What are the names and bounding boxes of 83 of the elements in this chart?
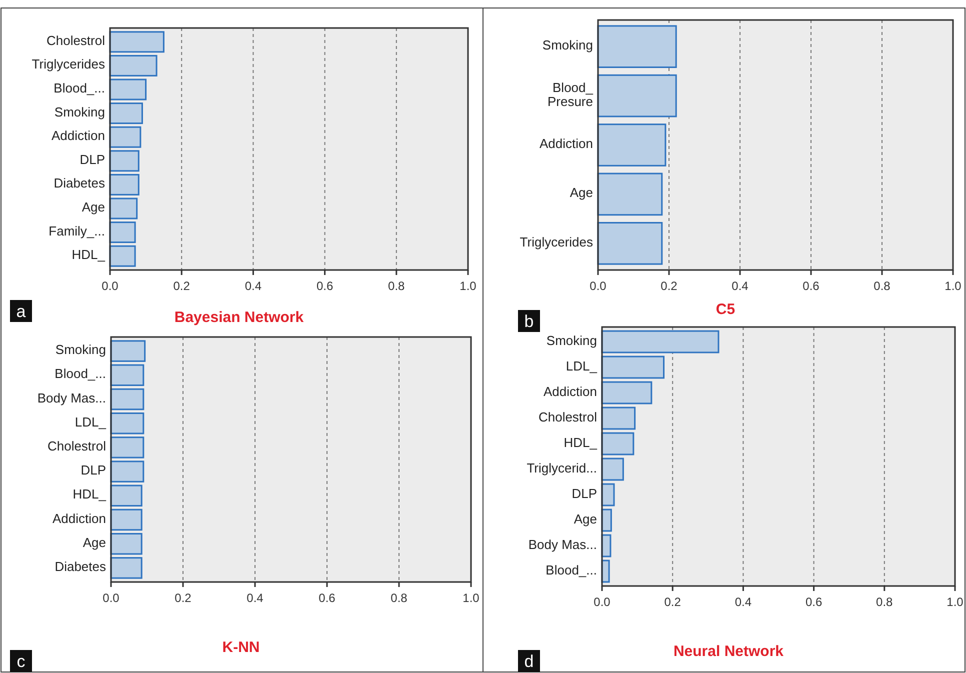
x-tick-label: 0.8 (874, 279, 891, 293)
x-tick-label: 0.4 (244, 279, 262, 293)
y-tick-label: Blood_... (54, 366, 106, 382)
y-tick-label: Diabetes (54, 176, 106, 192)
x-tick-label: 0.0 (102, 279, 119, 293)
y-tick-label: Addiction (544, 384, 597, 400)
bar (601, 406, 636, 430)
y-tick-label: Blood_ Presure (547, 80, 594, 110)
x-tick-label: 0.2 (664, 595, 682, 609)
x-tick-label: 0.6 (318, 591, 336, 605)
y-tick-label: Smoking (54, 104, 105, 120)
y-tick-label: DLP (572, 486, 597, 502)
y-tick-label: Triglycerides (520, 234, 594, 250)
y-tick-label: Age (574, 512, 597, 527)
y-tick-label: Blood_... (546, 562, 597, 578)
x-tick-label: 0.0 (590, 279, 607, 293)
y-tick-label: Cholestrol (47, 438, 106, 454)
y-tick-label: Cholestrol (46, 33, 106, 48)
x-tick-label: 1.0 (460, 279, 477, 293)
x-tick-label: 0.4 (732, 279, 749, 293)
text: a (16, 302, 26, 321)
text: d (524, 652, 534, 671)
bar (109, 78, 147, 100)
x-tick-label: 0.2 (174, 591, 192, 605)
bar (109, 54, 158, 76)
bar (109, 126, 142, 148)
x-tick-label: 0.0 (102, 591, 120, 605)
x-tick-label: 0.6 (316, 279, 334, 293)
y-tick-label: Triglycerides (32, 57, 106, 72)
y-tick-label: Addiction (540, 136, 593, 152)
text: C5 (716, 301, 736, 318)
y-tick-label: Age (570, 186, 593, 201)
y-tick-label: DLP (80, 152, 105, 168)
y-tick-label: Age (82, 200, 105, 215)
bar (109, 222, 136, 244)
y-tick-label: Body Mas... (37, 390, 106, 406)
bar (109, 174, 140, 196)
y-tick-label: Blood_... (54, 80, 105, 96)
x-tick-label: 0.6 (802, 279, 820, 293)
y-tick-label: Family_... (48, 224, 105, 239)
y-tick-label: Smoking (55, 342, 106, 358)
text: Bayesian Network (174, 309, 304, 326)
x-tick-label: 0.8 (390, 591, 408, 605)
x-tick-label: 1.0 (462, 591, 480, 605)
bar (109, 198, 138, 220)
x-tick-label: 0.2 (660, 279, 678, 293)
y-tick-label: Addiction (52, 511, 106, 526)
y-tick-label: Diabetes (54, 559, 106, 574)
y-tick-label: DLP (80, 462, 106, 478)
bar (601, 381, 652, 404)
x-tick-label: 0.0 (594, 595, 611, 609)
y-tick-label: Cholestrol (538, 410, 598, 425)
x-tick-label: 0.8 (388, 279, 406, 293)
y-tick-label: Smoking (546, 333, 597, 348)
y-tick-label: Body Mas... (528, 537, 597, 552)
x-tick-label: 1.0 (946, 595, 964, 609)
y-tick-label: HDL_ (72, 248, 106, 263)
x-tick-label: 0.6 (805, 595, 822, 609)
bar (109, 102, 143, 124)
x-tick-label: 0.8 (876, 595, 894, 609)
x-tick-label: 0.4 (246, 591, 264, 605)
bar (601, 330, 720, 354)
y-tick-label: LDL_ (74, 414, 107, 430)
bar (109, 150, 140, 172)
bar (601, 458, 624, 481)
x-tick-label: 1.0 (944, 279, 962, 293)
y-tick-label: HDL_ (564, 435, 598, 450)
bar (601, 356, 665, 379)
text: c (16, 652, 26, 671)
text: b (524, 312, 534, 331)
y-tick-label: Smoking (542, 38, 593, 54)
y-tick-label: LDL_ (566, 358, 598, 374)
y-tick-label: Addiction (52, 128, 105, 144)
bar (109, 31, 164, 53)
x-tick-label: 0.2 (173, 279, 190, 293)
y-tick-label: Age (82, 535, 106, 550)
bar (109, 245, 136, 267)
text: K-NN (222, 639, 260, 656)
y-tick-label: Triglycerid... (526, 460, 597, 476)
bar (601, 432, 634, 456)
x-tick-label: 0.4 (734, 595, 752, 609)
text: Neural Network (673, 643, 784, 660)
y-tick-label: HDL_ (72, 487, 107, 502)
